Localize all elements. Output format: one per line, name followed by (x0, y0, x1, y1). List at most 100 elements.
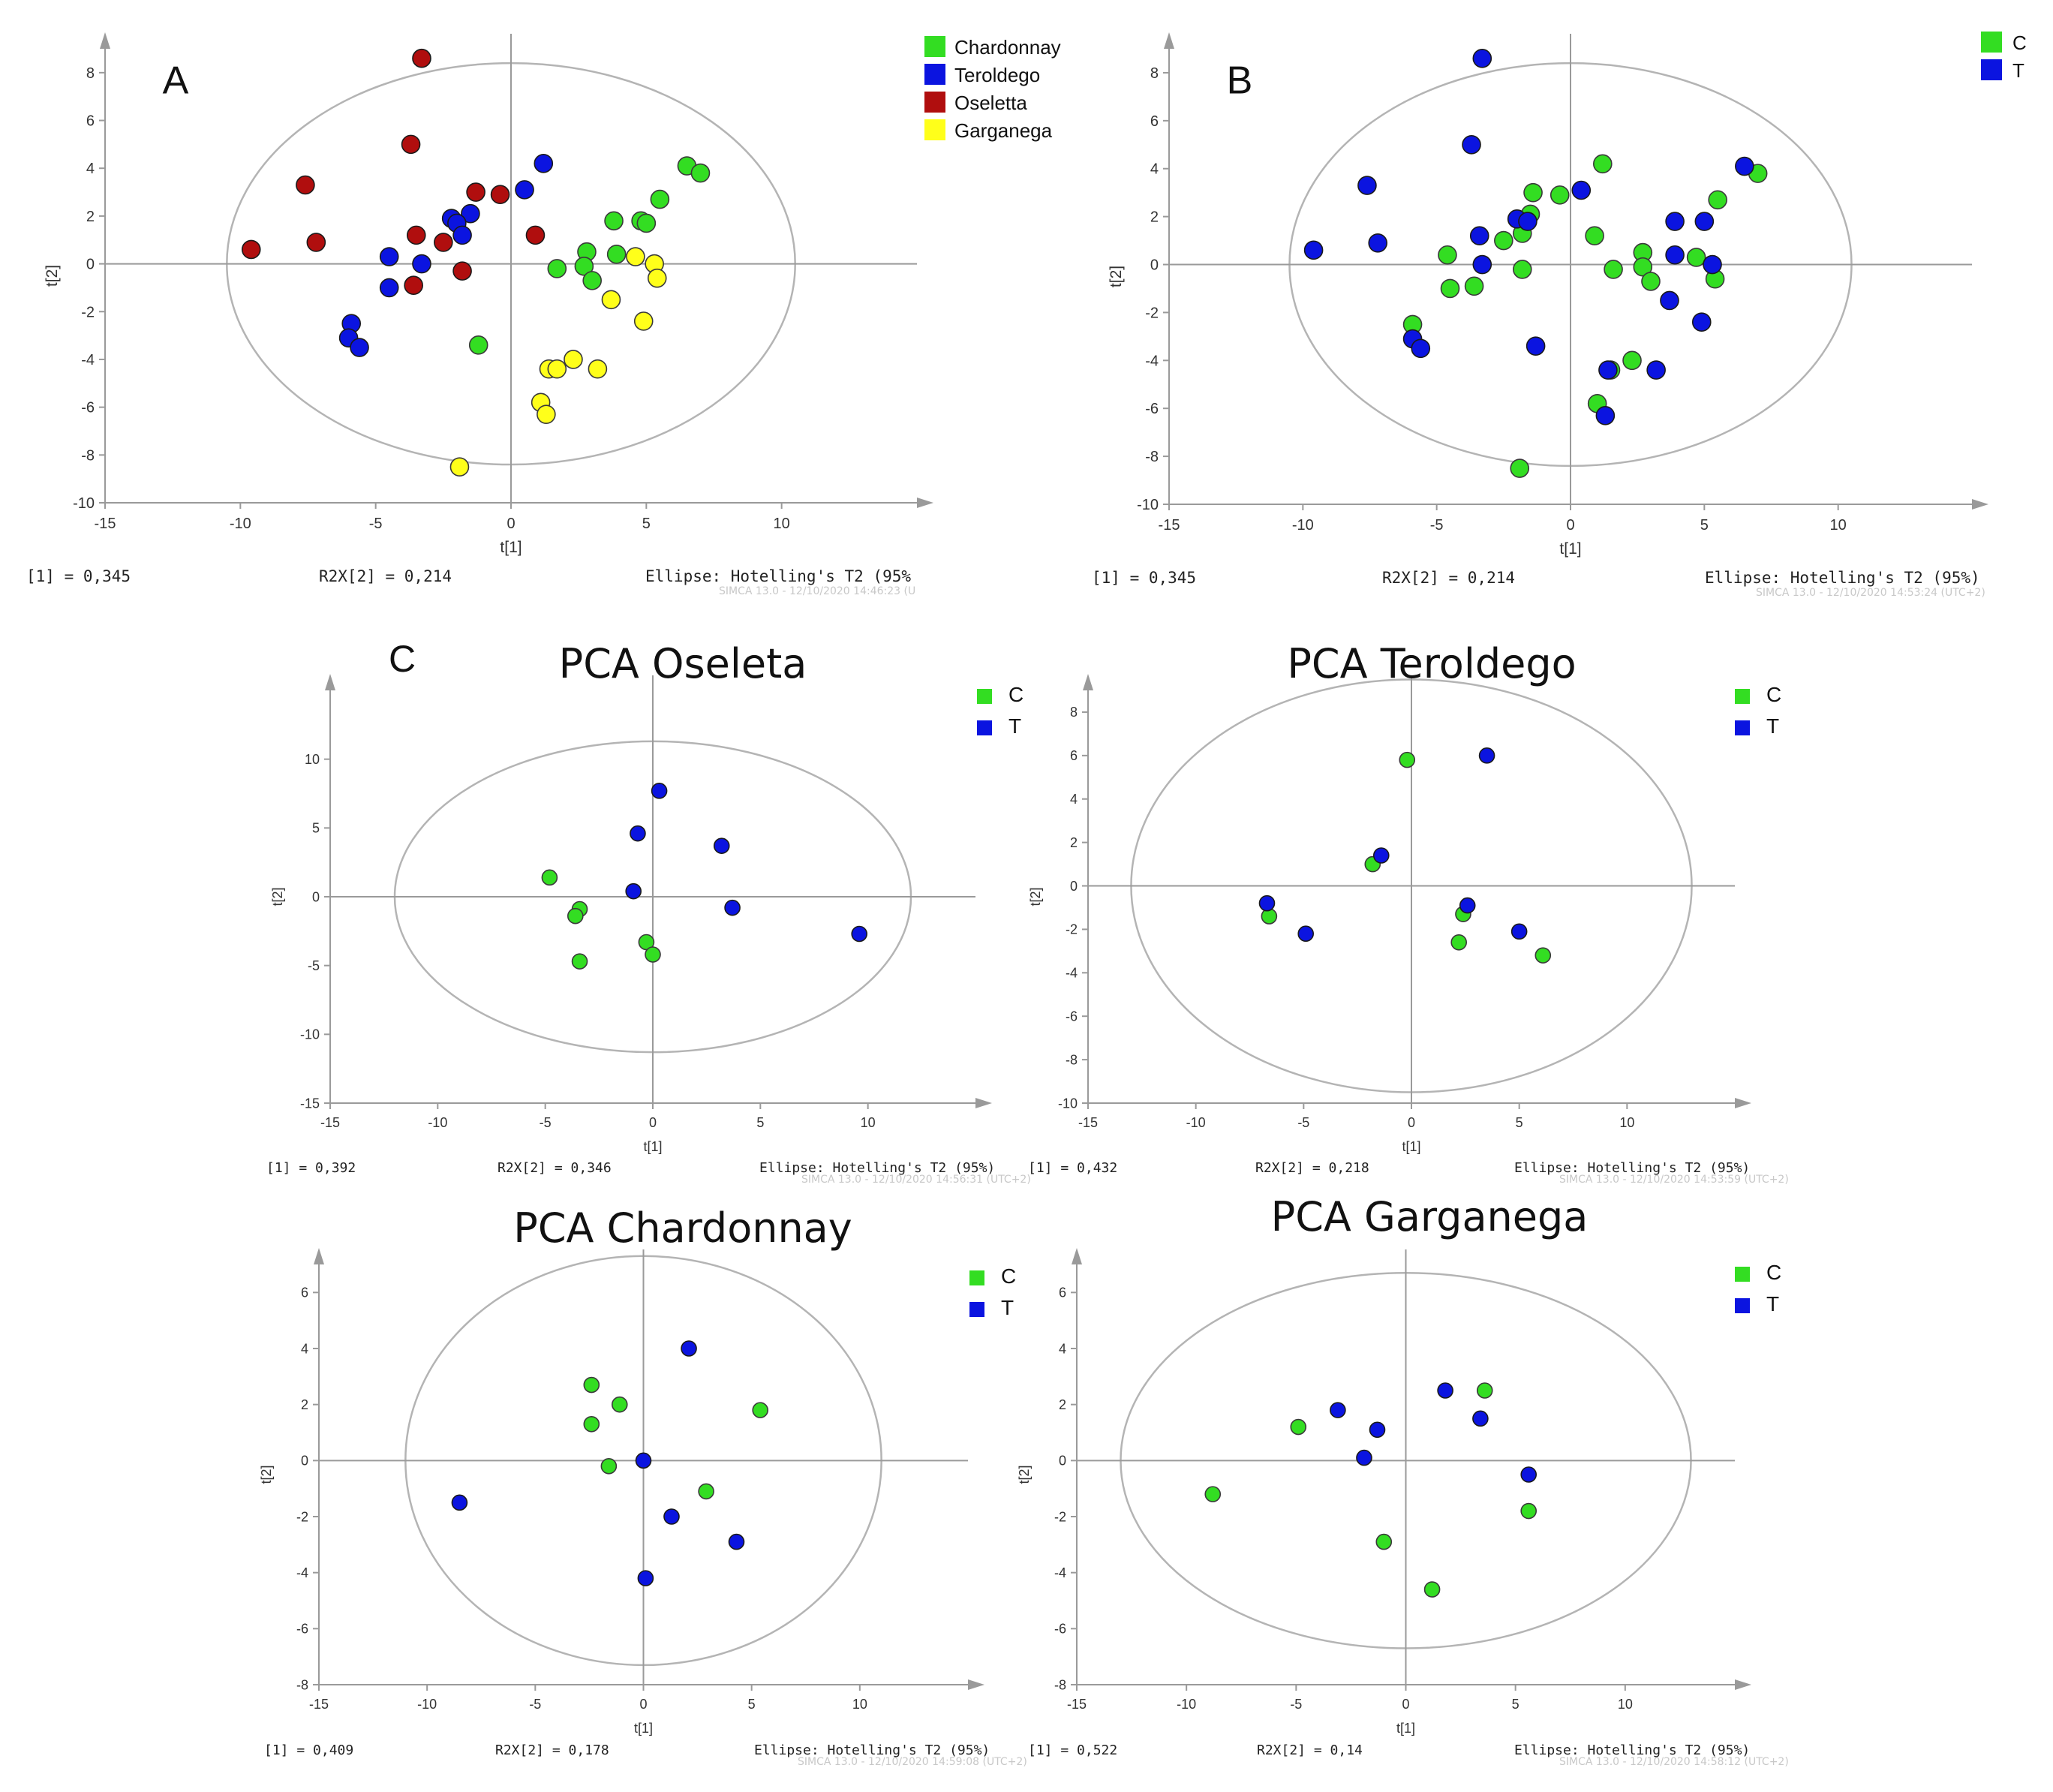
data-point[interactable] (1469, 226, 1489, 245)
data-point[interactable] (1297, 925, 1315, 943)
data-point[interactable] (1438, 245, 1457, 265)
data-point[interactable] (1534, 947, 1552, 964)
data-point[interactable] (1290, 1418, 1307, 1436)
data-point[interactable] (1665, 245, 1685, 265)
data-point[interactable] (663, 1508, 680, 1525)
data-point[interactable] (611, 1396, 628, 1413)
data-point[interactable] (690, 163, 711, 183)
data-point[interactable] (1368, 233, 1387, 253)
data-point[interactable] (1472, 254, 1492, 275)
data-point[interactable] (606, 245, 627, 264)
data-point[interactable] (404, 275, 423, 296)
data-point[interactable] (401, 134, 421, 155)
data-point[interactable] (583, 1416, 600, 1433)
data-point[interactable] (851, 925, 867, 943)
data-point[interactable] (582, 271, 603, 290)
data-point[interactable] (1513, 260, 1532, 279)
data-point[interactable] (1691, 312, 1712, 332)
data-point[interactable] (1459, 897, 1476, 914)
data-point[interactable] (1476, 1382, 1493, 1399)
data-point[interactable] (1356, 1449, 1372, 1466)
data-point[interactable] (412, 254, 431, 274)
data-point[interactable] (1330, 1402, 1346, 1418)
data-point[interactable] (379, 247, 399, 266)
data-point[interactable] (1708, 190, 1727, 210)
data-point[interactable] (1399, 751, 1416, 768)
data-point[interactable] (525, 225, 546, 245)
data-point[interactable] (547, 259, 567, 278)
data-point[interactable] (296, 175, 315, 195)
data-point[interactable] (1303, 240, 1324, 260)
data-point[interactable] (651, 783, 668, 799)
data-point[interactable] (1523, 182, 1543, 203)
data-point[interactable] (306, 233, 326, 252)
data-point[interactable] (1510, 923, 1528, 940)
data-point[interactable] (490, 185, 510, 205)
data-point[interactable] (461, 203, 480, 224)
data-point[interactable] (468, 335, 488, 355)
data-point[interactable] (1450, 934, 1468, 951)
data-point[interactable] (625, 882, 642, 900)
data-point[interactable] (728, 1533, 745, 1550)
data-point[interactable] (1735, 156, 1754, 176)
data-point[interactable] (647, 268, 667, 288)
data-point[interactable] (241, 239, 261, 260)
data-point[interactable] (452, 261, 472, 281)
data-point[interactable] (1622, 350, 1642, 371)
data-point[interactable] (1494, 230, 1513, 251)
data-point[interactable] (637, 1570, 654, 1586)
data-point[interactable] (564, 350, 583, 369)
data-point[interactable] (1633, 257, 1653, 277)
data-point[interactable] (1641, 272, 1661, 291)
data-point[interactable] (1660, 290, 1679, 311)
data-point[interactable] (515, 180, 534, 200)
data-point[interactable] (379, 278, 399, 298)
data-point[interactable] (537, 404, 556, 424)
data-point[interactable] (350, 338, 369, 357)
data-point[interactable] (1478, 747, 1495, 764)
data-point[interactable] (583, 1376, 600, 1394)
data-point[interactable] (1375, 1533, 1393, 1550)
data-point[interactable] (1440, 278, 1460, 299)
data-point[interactable] (1464, 276, 1484, 296)
data-point[interactable] (600, 1458, 618, 1475)
data-point[interactable] (1598, 360, 1618, 380)
data-point[interactable] (1585, 226, 1604, 245)
data-point[interactable] (1462, 134, 1481, 155)
data-point[interactable] (1571, 180, 1592, 200)
data-point[interactable] (1518, 212, 1537, 231)
data-point[interactable] (1357, 176, 1377, 195)
data-point[interactable] (1646, 360, 1666, 380)
data-point[interactable] (1595, 405, 1616, 425)
data-point[interactable] (1372, 847, 1390, 864)
data-point[interactable] (633, 311, 654, 331)
data-point[interactable] (645, 946, 661, 963)
data-point[interactable] (1520, 1502, 1537, 1520)
data-point[interactable] (724, 899, 741, 916)
data-point[interactable] (626, 247, 645, 266)
data-point[interactable] (601, 290, 621, 310)
data-point[interactable] (1550, 185, 1570, 205)
data-point[interactable] (713, 837, 730, 854)
data-point[interactable] (412, 48, 431, 68)
data-point[interactable] (635, 1452, 652, 1469)
data-point[interactable] (630, 825, 646, 842)
data-point[interactable] (1665, 212, 1685, 231)
data-point[interactable] (1411, 338, 1431, 359)
data-point[interactable] (1472, 48, 1492, 68)
data-point[interactable] (1694, 212, 1715, 231)
data-point[interactable] (534, 154, 554, 173)
data-point[interactable] (547, 359, 567, 379)
data-point[interactable] (681, 1340, 697, 1357)
data-point[interactable] (698, 1483, 714, 1500)
data-point[interactable] (571, 953, 588, 970)
data-point[interactable] (1604, 260, 1623, 279)
data-point[interactable] (541, 869, 558, 886)
data-point[interactable] (451, 1494, 468, 1511)
data-point[interactable] (1520, 1466, 1537, 1483)
data-point[interactable] (604, 211, 624, 231)
data-point[interactable] (1472, 1410, 1489, 1427)
data-point[interactable] (1525, 336, 1546, 356)
data-point[interactable] (449, 457, 470, 477)
data-point[interactable] (466, 182, 485, 202)
